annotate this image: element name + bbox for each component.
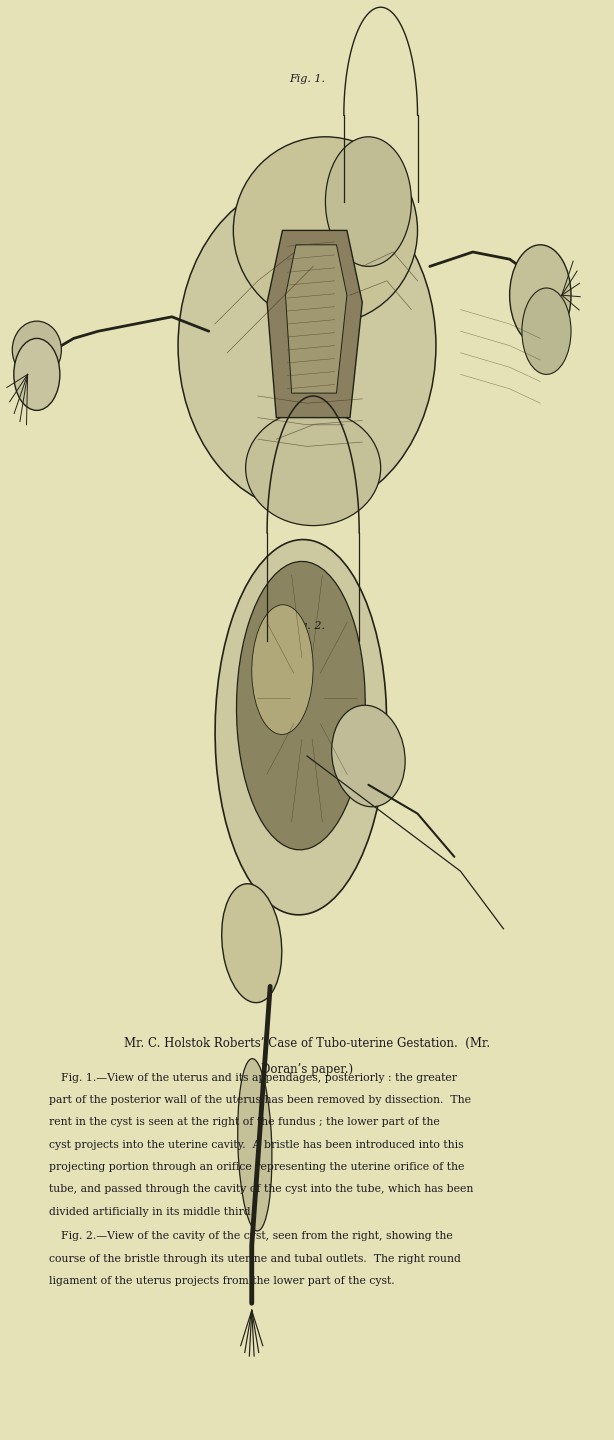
Ellipse shape [236,562,365,850]
Text: tube, and passed through the cavity of the cyst into the tube, which has been: tube, and passed through the cavity of t… [49,1184,473,1194]
Text: Fig. 1.—View of the uterus and its appendages, posteriorly : the greater: Fig. 1.—View of the uterus and its appen… [61,1073,457,1083]
Ellipse shape [233,137,418,324]
Text: Doran’s paper.): Doran’s paper.) [261,1063,353,1076]
Text: ligament of the uterus projects from the lower part of the cyst.: ligament of the uterus projects from the… [49,1276,395,1286]
Text: Fig. 1.: Fig. 1. [289,75,325,84]
Ellipse shape [238,1058,272,1231]
Text: Mr. C. Holstok Roberts’ Case of Tubo-uterine Gestation.  (Mr.: Mr. C. Holstok Roberts’ Case of Tubo-ute… [124,1037,490,1050]
Ellipse shape [325,137,411,266]
Text: projecting portion through an orifice representing the uterine orifice of the: projecting portion through an orifice re… [49,1162,465,1172]
Ellipse shape [522,288,571,374]
Text: course of the bristle through its uterine and tubal outlets.  The right round: course of the bristle through its uterin… [49,1253,461,1263]
Text: part of the posterior wall of the uterus has been removed by dissection.  The: part of the posterior wall of the uterus… [49,1094,471,1104]
Text: divided artificially in its middle third.: divided artificially in its middle third… [49,1207,254,1217]
PathPatch shape [267,230,362,418]
Ellipse shape [222,884,282,1002]
Ellipse shape [510,245,571,346]
Ellipse shape [246,410,381,526]
Ellipse shape [178,180,436,511]
Ellipse shape [332,706,405,806]
Ellipse shape [12,321,61,379]
Text: Fig. 2.: Fig. 2. [289,622,325,631]
Ellipse shape [14,338,60,410]
Ellipse shape [215,540,387,914]
Text: cyst projects into the uterine cavity.  A bristle has been introduced into this: cyst projects into the uterine cavity. A… [49,1140,464,1149]
Ellipse shape [252,605,313,734]
Text: rent in the cyst is seen at the right of the fundus ; the lower part of the: rent in the cyst is seen at the right of… [49,1117,440,1128]
Text: Fig. 2.—View of the cavity of the cyst, seen from the right, showing the: Fig. 2.—View of the cavity of the cyst, … [61,1231,453,1241]
PathPatch shape [286,245,347,393]
